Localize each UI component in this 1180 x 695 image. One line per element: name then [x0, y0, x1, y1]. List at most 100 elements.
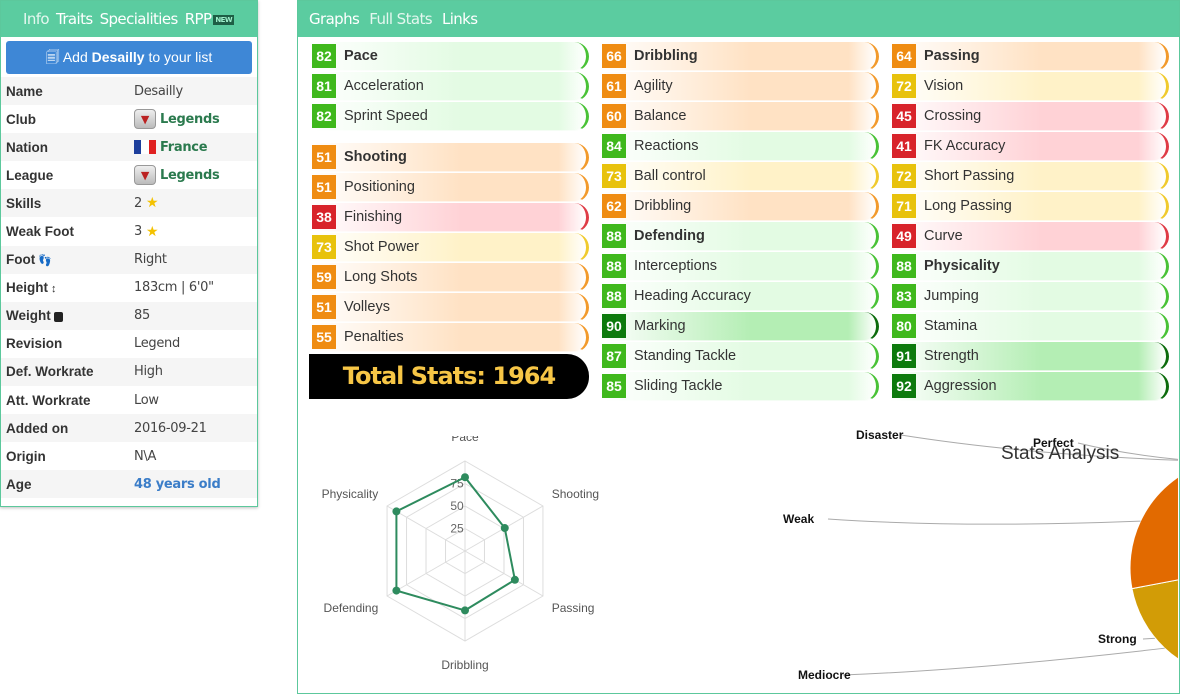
info-row: Revision Legend — [1, 330, 257, 358]
add-to-list-button[interactable]: 🗐 Add Desailly to your list — [6, 41, 252, 74]
stat-row: 41 FK Accuracy — [889, 132, 1169, 161]
stat-group-header: 82 Pace — [309, 42, 589, 71]
info-row: Nation France — [1, 133, 257, 162]
pie-slice[interactable] — [1129, 472, 1178, 590]
radar-point[interactable] — [500, 524, 509, 533]
info-value-text: Legends — [160, 167, 220, 183]
info-value: Desailly — [134, 84, 183, 99]
tab-rpp[interactable]: RPP NEW — [185, 10, 234, 28]
pie-chart: Perfect Strong Mediocre Weak Disaster Stats A… — [783, 428, 1178, 682]
stat-value: 92 — [892, 374, 916, 398]
radar-point[interactable] — [392, 586, 401, 595]
radar-point[interactable] — [392, 507, 401, 516]
height-icon: ↕ — [51, 283, 57, 296]
tab-full-stats[interactable]: Full Stats — [369, 10, 432, 28]
info-key-label: Weight — [6, 308, 51, 324]
info-key: League — [1, 168, 134, 183]
info-key-label: League — [6, 167, 54, 183]
pie-connector — [900, 434, 1178, 461]
pie-connector — [827, 518, 1141, 525]
info-row: League ▼ Legends — [1, 161, 257, 189]
stat-name: Penalties — [344, 329, 404, 345]
info-tabs: Info Traits Specialities RPP NEW — [1, 1, 257, 37]
stat-value: 82 — [312, 44, 336, 68]
stat-value: 87 — [602, 344, 626, 368]
tab-links[interactable]: Links — [441, 10, 478, 28]
info-key-label: Name — [6, 83, 43, 99]
info-value: Legend — [134, 336, 180, 351]
stat-name: Sliding Tackle — [634, 378, 723, 394]
radar-point[interactable] — [461, 473, 469, 482]
stat-row: 80 Stamina — [889, 312, 1169, 341]
stat-name: Long Shots — [344, 269, 418, 285]
info-value: N\A — [134, 449, 156, 464]
info-value[interactable]: 48 years old — [134, 476, 221, 492]
stat-name: Sprint Speed — [344, 108, 428, 124]
stat-value: 91 — [892, 344, 916, 368]
info-value[interactable]: ▼ Legends — [134, 109, 220, 130]
tab-info[interactable]: Info — [23, 10, 50, 28]
radar-category-label: Physicality — [322, 487, 379, 501]
radar-point[interactable] — [461, 606, 469, 615]
stat-row: 84 Reactions — [599, 132, 879, 161]
stat-name: Dribbling — [634, 48, 698, 64]
stat-name: FK Accuracy — [924, 138, 1006, 154]
info-value-text: Low — [134, 392, 159, 408]
info-value[interactable]: France — [134, 140, 208, 155]
tab-graphs[interactable]: Graphs — [309, 10, 360, 28]
info-value: Right — [134, 252, 167, 267]
info-value-text: 2 — [134, 195, 142, 211]
info-key-label: Weak Foot — [6, 224, 75, 240]
club-crest-icon: ▼ — [134, 109, 156, 130]
pie-label: Perfect — [1033, 436, 1074, 450]
info-row: Name Desailly — [1, 77, 257, 106]
stat-name: Physicality — [924, 258, 1000, 274]
info-key: Revision — [1, 336, 134, 351]
stat-row: 72 Vision — [889, 72, 1169, 101]
info-key: Def. Workrate — [1, 364, 134, 379]
tab-specialities[interactable]: Specialities — [99, 10, 179, 28]
info-row: Weak Foot 3 ★ — [1, 217, 257, 245]
stat-name: Passing — [924, 48, 980, 64]
info-value-text: 2016-09-21 — [134, 420, 207, 436]
stat-name: Interceptions — [634, 258, 718, 274]
stat-row: 71 Long Passing — [889, 192, 1169, 221]
stat-name: Positioning — [344, 179, 415, 195]
info-key: Name — [1, 84, 134, 99]
pie-connector — [842, 647, 1165, 676]
info-value: 2 ★ — [134, 195, 159, 212]
info-key-label: Foot — [6, 252, 36, 268]
star-icon: ★ — [145, 195, 159, 212]
tab-traits[interactable]: Traits — [56, 10, 93, 28]
info-value-text: Desailly — [134, 83, 183, 99]
info-key: Origin — [1, 449, 134, 464]
stat-name: Short Passing — [924, 168, 1015, 184]
pie-label: Weak — [783, 512, 814, 526]
stat-value: 55 — [312, 325, 336, 349]
pie-title: Stats Analysis — [1001, 443, 1119, 464]
stat-name: Aggression — [924, 378, 997, 394]
stat-value: 81 — [312, 74, 336, 98]
radar-point[interactable] — [510, 575, 519, 584]
stat-group-header: 66 Dribbling — [599, 42, 879, 71]
info-value[interactable]: ▼ Legends — [134, 165, 220, 186]
info-value-text: N\A — [134, 448, 157, 464]
stat-value: 88 — [602, 254, 626, 278]
stat-row: 51 Positioning — [309, 173, 589, 202]
info-key-label: Skills — [6, 195, 42, 211]
stat-name: Reactions — [634, 138, 699, 154]
info-value-text: 48 years old — [134, 476, 221, 492]
stat-value: 90 — [602, 314, 626, 338]
stat-value: 64 — [892, 44, 916, 68]
info-key: Nation — [1, 140, 134, 155]
stat-name: Ball control — [634, 168, 706, 184]
radar-axis — [386, 550, 466, 597]
stat-row: 73 Shot Power — [309, 233, 589, 262]
stat-name: Jumping — [924, 288, 979, 304]
stat-value: 73 — [312, 235, 336, 259]
info-row: Height ↕ 183cm | 6'0" — [1, 274, 257, 302]
info-row: Origin N\A — [1, 442, 257, 470]
stat-row: 82 Sprint Speed — [309, 102, 589, 131]
stat-value: 60 — [602, 104, 626, 128]
france-flag-icon — [134, 140, 156, 155]
